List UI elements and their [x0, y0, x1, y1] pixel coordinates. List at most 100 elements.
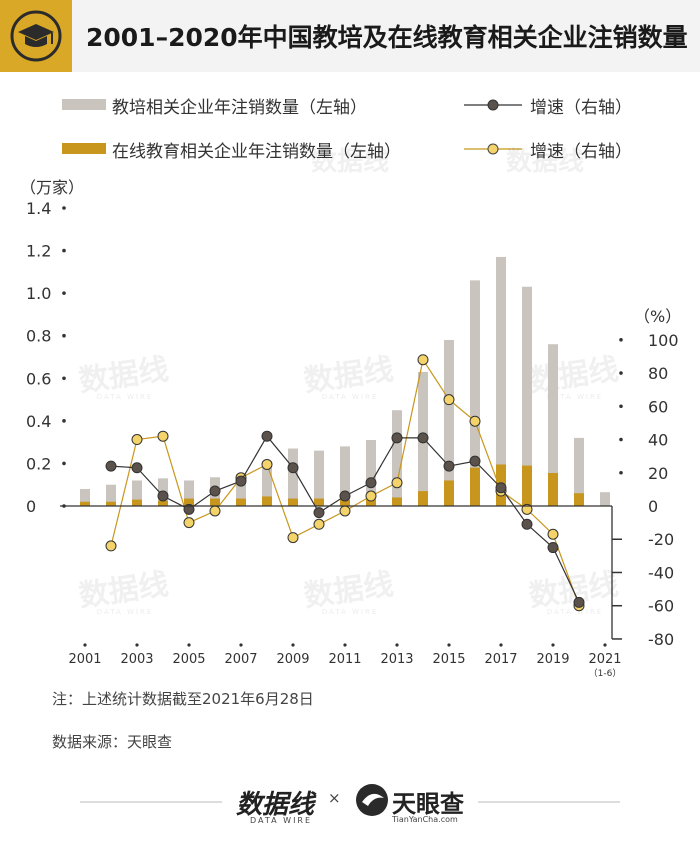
growth-online-point: [287, 532, 299, 544]
x-axis-tick-mark: [447, 643, 451, 647]
legend-label-bar-total: 教培相关企业年注销数量（左轴）: [112, 98, 367, 118]
bar-online: [236, 498, 246, 506]
x-axis-tick-label: 2019: [536, 652, 569, 667]
growth-online-point: [313, 518, 325, 530]
bar-online: [548, 473, 558, 506]
bar-online: [288, 498, 298, 506]
x-axis-tick-label: 2011: [328, 652, 361, 667]
left-axis-unit: （万家）: [20, 178, 84, 197]
growth-total-point: [157, 490, 169, 502]
right-axis-tick-label: -60: [648, 597, 674, 616]
left-axis-tick-label: 0.4: [26, 412, 51, 431]
right-axis-tick-label: 40: [648, 431, 668, 450]
bar-online: [314, 498, 324, 506]
x-axis-tick-label: 2017: [484, 652, 517, 667]
growth-online-point: [391, 477, 403, 489]
right-axis-tick-label: -40: [648, 563, 674, 582]
growth-total-point: [287, 462, 299, 474]
left-axis-tick-label: 1.2: [26, 242, 51, 261]
left-axis-tick-label: 0: [26, 497, 36, 516]
right-axis-tick-label: 0: [648, 497, 658, 516]
growth-online-point: [131, 434, 143, 446]
bar-total: [106, 484, 116, 506]
source-text: 数据来源：天眼查: [52, 733, 173, 751]
left-axis-tick-label: 0.8: [26, 327, 51, 346]
legend-swatch-bar-total: [62, 99, 106, 110]
growth-total-point: [313, 507, 325, 519]
legend-label-bar-online: 在线教育相关企业年注销数量（左轴）: [112, 142, 401, 162]
bar-total: [444, 339, 454, 506]
watermark-sub: DATA WIRE: [322, 608, 379, 616]
growth-total-point: [391, 432, 403, 444]
footer: 数据线 DATA WIRE × 天眼查 TianYanCha.com: [0, 770, 700, 845]
footer-brand-right: 天眼查: [392, 790, 464, 818]
bar-total: [340, 446, 350, 506]
footer-brand-left: 数据线: [236, 790, 315, 820]
page-title: 2001–2020年中国教培及在线教育相关企业注销数量: [86, 23, 688, 52]
bar-total: [132, 480, 142, 506]
right-axis-unit: （%）: [634, 307, 681, 326]
header: 2001–2020年中国教培及在线教育相关企业注销数量: [0, 0, 700, 72]
x-axis-tick-mark: [499, 643, 503, 647]
x-axis-tick-mark: [135, 643, 139, 647]
bar-online: [262, 496, 272, 506]
bar-total: [80, 488, 90, 506]
growth-total-point: [131, 462, 143, 474]
growth-online-point: [183, 517, 195, 529]
footer-brand-right-sub: TianYanCha.com: [392, 815, 458, 824]
left-axis-tick-mark: [62, 333, 66, 338]
logo-box: [0, 0, 72, 72]
bar-total: [184, 480, 194, 506]
growth-online-point: [443, 394, 455, 406]
left-axis-tick-mark: [62, 376, 66, 381]
growth-total-point: [443, 460, 455, 472]
x-axis-tick-label: 2009: [276, 652, 309, 667]
bar-total: [522, 286, 532, 506]
legend-swatch-bar-online: [62, 143, 106, 154]
bar-online: [574, 493, 584, 506]
bar-total: [262, 461, 272, 506]
right-axis-tick-label: 20: [648, 464, 668, 483]
right-axis-tick-label: 80: [648, 364, 668, 383]
bar-total: [548, 344, 558, 506]
growth-online-point: [105, 540, 117, 552]
legend-swatch-line-online: [464, 143, 522, 155]
bar-total: [314, 450, 324, 506]
growth-online-point: [469, 415, 481, 427]
bar-online: [522, 465, 532, 506]
growth-total-point: [495, 482, 507, 494]
x-axis-tick-label: 2013: [380, 652, 413, 667]
axis-layer: 0 0.2 0.4 0.6 0.8 1.0 1.2 1.4 （万家） -80 -60 -40 -20 0 2…: [20, 178, 681, 679]
bar-total: [600, 492, 610, 506]
bar-total: [366, 440, 376, 506]
x-axis-tick-label: 2007: [224, 652, 257, 667]
footer-brand-left-sub: DATA WIRE: [250, 816, 313, 825]
x-axis-tick-mark: [551, 643, 555, 647]
footer-art: [80, 784, 620, 816]
right-axis-tick-label: -80: [648, 630, 674, 649]
growth-online-point: [521, 503, 533, 515]
growth-total-point: [339, 490, 351, 502]
right-axis-tick-mark: [619, 371, 623, 375]
bar-online: [184, 498, 194, 506]
x-axis-tick-mark: [239, 643, 243, 647]
footer-times: ×: [328, 789, 341, 807]
bar-total: [574, 437, 584, 506]
left-axis-tick-label: 0.2: [26, 454, 51, 473]
left-axis-tick-label: 0.6: [26, 369, 51, 388]
bar-online: [470, 467, 480, 506]
x-axis-tick-mark: [187, 643, 191, 647]
growth-total-point: [105, 460, 117, 472]
x-axis-tick-sub: （1-6）: [589, 668, 622, 679]
left-axis-tick-mark: [62, 291, 66, 295]
x-axis-tick-label: 2015: [432, 652, 465, 667]
bar-online: [444, 480, 454, 506]
bar-total: [288, 448, 298, 506]
right-axis-tick-label: -20: [648, 530, 674, 549]
x-axis-tick-mark: [395, 643, 399, 647]
x-axis-tick-mark: [83, 643, 87, 647]
graduation-cap-icon: [10, 10, 62, 62]
left-axis-tick-mark: [62, 248, 66, 253]
note-text: 注：上述统计数据截至2021年6月28日: [52, 690, 314, 708]
watermark-sub: DATA WIRE: [547, 393, 604, 401]
